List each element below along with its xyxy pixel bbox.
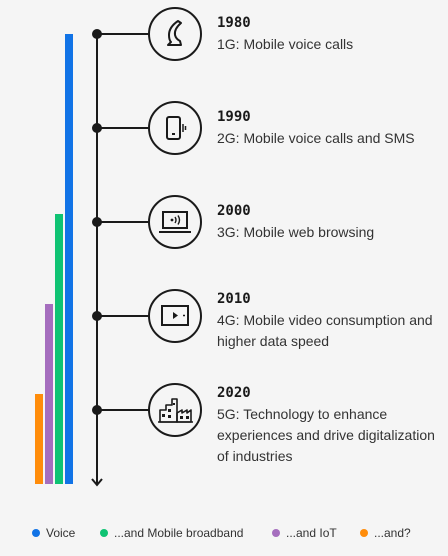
bar-4 <box>35 394 43 484</box>
legend-dot <box>32 529 40 537</box>
era-year: 2000 <box>217 202 437 220</box>
node-2020 <box>148 383 202 437</box>
legend-label: Voice <box>46 526 75 540</box>
era-description: 1G: Mobile voice calls <box>217 34 437 55</box>
factory-icon <box>150 385 200 435</box>
legend: Voice ...and Mobile broadband ...and IoT… <box>30 524 440 542</box>
bar-3 <box>45 304 53 484</box>
horn-icon <box>150 9 200 59</box>
node-2000 <box>148 195 202 249</box>
era-year: 1990 <box>217 108 437 126</box>
era-2000: 2000 3G: Mobile web browsing <box>217 202 437 243</box>
legend-dot <box>360 529 368 537</box>
era-description: 5G: Technology to enhance experiences an… <box>217 404 437 467</box>
node-1990 <box>148 101 202 155</box>
legend-item-and: ...and? <box>360 524 411 542</box>
usage-bars <box>35 34 73 484</box>
era-year: 2010 <box>217 290 437 308</box>
legend-label: ...and? <box>374 526 411 540</box>
node-2010 <box>148 289 202 343</box>
era-description: 2G: Mobile voice calls and SMS <box>217 128 437 149</box>
era-description: 4G: Mobile video consumption and higher … <box>217 310 437 352</box>
era-1990: 1990 2G: Mobile voice calls and SMS <box>217 108 437 149</box>
video-player-icon <box>150 291 200 341</box>
timeline-connectors <box>92 29 150 415</box>
bar-2 <box>55 214 63 484</box>
era-description: 3G: Mobile web browsing <box>217 222 437 243</box>
timeline-dot-1990 <box>92 123 102 133</box>
era-2010: 2010 4G: Mobile video consumption and hi… <box>217 290 437 352</box>
era-2020: 2020 5G: Technology to enhance experienc… <box>217 384 437 467</box>
mobile-phone-icon <box>150 103 200 153</box>
bar-1 <box>65 34 73 484</box>
legend-dot <box>272 529 280 537</box>
era-1980: 1980 1G: Mobile voice calls <box>217 14 437 55</box>
legend-label: ...and Mobile broadband <box>114 526 243 540</box>
legend-item-mobile-broadband: ...and Mobile broadband <box>100 524 243 542</box>
timeline-dot-2010 <box>92 311 102 321</box>
legend-label: ...and IoT <box>286 526 337 540</box>
laptop-icon <box>150 197 200 247</box>
timeline-dot-2020 <box>92 405 102 415</box>
node-1980 <box>148 7 202 61</box>
era-year: 1980 <box>217 14 437 32</box>
timeline-dot-2000 <box>92 217 102 227</box>
legend-dot <box>100 529 108 537</box>
legend-item-iot: ...and IoT <box>272 524 337 542</box>
timeline-dot-1980 <box>92 29 102 39</box>
era-year: 2020 <box>217 384 437 402</box>
legend-item-voice: Voice <box>32 524 75 542</box>
